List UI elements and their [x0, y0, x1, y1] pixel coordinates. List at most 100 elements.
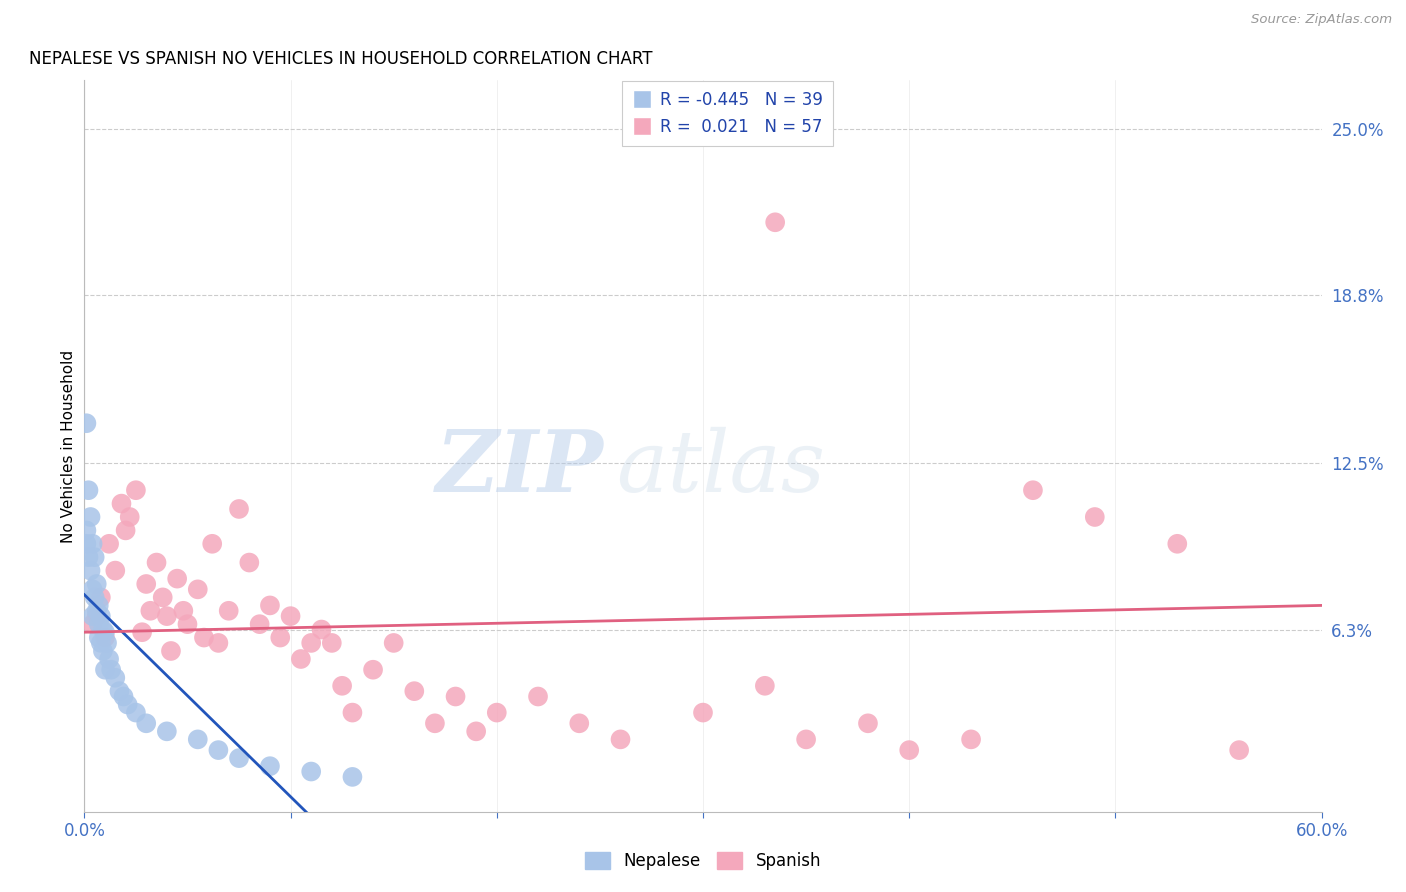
Point — [82, 582, 104, 597]
Point — [1166, 537, 1188, 551]
Point — [228, 502, 250, 516]
Point — [86, 609, 108, 624]
Point — [404, 684, 426, 698]
Point — [238, 556, 260, 570]
Point — [75, 524, 97, 538]
Point — [145, 556, 167, 570]
Legend: Nepalese, Spanish: Nepalese, Spanish — [578, 845, 828, 877]
Point — [104, 564, 127, 578]
Point — [75, 416, 97, 430]
Point — [960, 732, 983, 747]
Point — [100, 663, 122, 677]
Point — [280, 609, 302, 624]
Point — [98, 652, 121, 666]
Point — [131, 625, 153, 640]
Point — [1022, 483, 1045, 498]
Point — [125, 483, 148, 498]
Point — [361, 663, 384, 677]
Point — [1084, 510, 1107, 524]
Point — [82, 609, 104, 624]
Point — [465, 724, 488, 739]
Point — [342, 770, 364, 784]
Y-axis label: No Vehicles in Household: No Vehicles in Household — [60, 350, 76, 542]
Point — [79, 510, 101, 524]
Point — [94, 625, 117, 640]
Point — [187, 732, 209, 747]
Point — [321, 636, 343, 650]
Point — [299, 764, 322, 779]
Point — [94, 631, 117, 645]
Point — [156, 609, 179, 624]
Point — [193, 631, 215, 645]
Point — [423, 716, 446, 731]
Point — [82, 617, 104, 632]
Point — [77, 550, 100, 565]
Point — [87, 599, 110, 613]
Point — [87, 631, 110, 645]
Point — [79, 564, 101, 578]
Point — [249, 617, 271, 632]
Point — [342, 706, 364, 720]
Point — [218, 604, 240, 618]
Point — [104, 671, 127, 685]
Point — [86, 604, 108, 618]
Point — [311, 623, 333, 637]
Point — [856, 716, 879, 731]
Point — [187, 582, 209, 597]
Point — [201, 537, 224, 551]
Point — [156, 724, 179, 739]
Point — [527, 690, 550, 704]
Point — [898, 743, 921, 757]
Point — [152, 591, 174, 605]
Text: atlas: atlas — [616, 426, 825, 509]
Point — [94, 663, 117, 677]
Point — [160, 644, 183, 658]
Text: NEPALESE VS SPANISH NO VEHICLES IN HOUSEHOLD CORRELATION CHART: NEPALESE VS SPANISH NO VEHICLES IN HOUSE… — [28, 50, 652, 68]
Point — [91, 644, 114, 658]
Point — [269, 631, 291, 645]
Point — [112, 690, 135, 704]
Point — [86, 577, 108, 591]
Point — [609, 732, 631, 747]
Point — [1227, 743, 1250, 757]
Point — [90, 591, 112, 605]
Point — [83, 550, 105, 565]
Point — [135, 577, 157, 591]
Point — [87, 617, 110, 632]
Point — [207, 743, 229, 757]
Point — [110, 497, 132, 511]
Point — [794, 732, 817, 747]
Point — [125, 706, 148, 720]
Point — [108, 684, 131, 698]
Point — [568, 716, 591, 731]
Point — [176, 617, 198, 632]
Text: Source: ZipAtlas.com: Source: ZipAtlas.com — [1251, 13, 1392, 27]
Text: ZIP: ZIP — [436, 426, 605, 509]
Point — [75, 537, 97, 551]
Point — [228, 751, 250, 765]
Point — [90, 636, 112, 650]
Point — [96, 636, 118, 650]
Point — [754, 679, 776, 693]
Point — [330, 679, 353, 693]
Point — [117, 698, 139, 712]
Point — [91, 623, 114, 637]
Point — [485, 706, 508, 720]
Point — [382, 636, 405, 650]
Point — [83, 591, 105, 605]
Point — [692, 706, 714, 720]
Point — [77, 483, 100, 498]
Point — [90, 609, 112, 624]
Point — [98, 537, 121, 551]
Point — [444, 690, 467, 704]
Point — [172, 604, 194, 618]
Point — [299, 636, 322, 650]
Point — [166, 572, 188, 586]
Point — [118, 510, 141, 524]
Point — [259, 759, 281, 773]
Point — [207, 636, 229, 650]
Point — [290, 652, 312, 666]
Point — [135, 716, 157, 731]
Point — [763, 215, 786, 229]
Point — [259, 599, 281, 613]
